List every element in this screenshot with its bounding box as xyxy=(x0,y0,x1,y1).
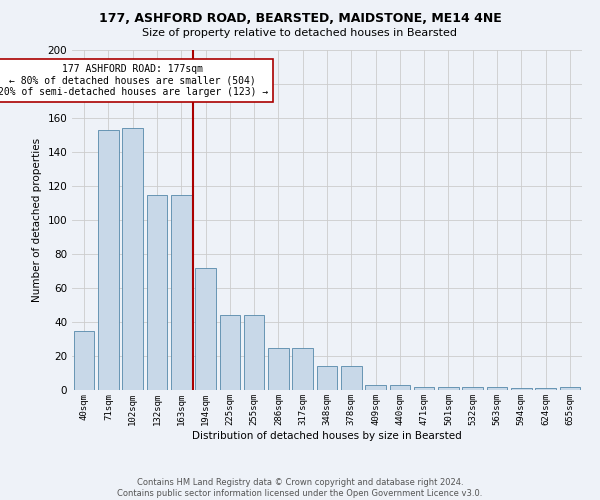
Bar xyxy=(535,388,556,390)
Bar xyxy=(389,385,410,390)
Bar xyxy=(74,330,94,390)
Bar xyxy=(146,194,167,390)
Text: Contains HM Land Registry data © Crown copyright and database right 2024.
Contai: Contains HM Land Registry data © Crown c… xyxy=(118,478,482,498)
Bar xyxy=(244,315,265,390)
Bar xyxy=(560,386,580,390)
Bar xyxy=(438,386,459,390)
Bar xyxy=(268,348,289,390)
Bar xyxy=(414,386,434,390)
Bar xyxy=(292,348,313,390)
Y-axis label: Number of detached properties: Number of detached properties xyxy=(32,138,42,302)
Bar xyxy=(122,128,143,390)
Text: 177 ASHFORD ROAD: 177sqm
← 80% of detached houses are smaller (504)
20% of semi-: 177 ASHFORD ROAD: 177sqm ← 80% of detach… xyxy=(0,64,268,97)
Text: 177, ASHFORD ROAD, BEARSTED, MAIDSTONE, ME14 4NE: 177, ASHFORD ROAD, BEARSTED, MAIDSTONE, … xyxy=(98,12,502,26)
Bar xyxy=(317,366,337,390)
X-axis label: Distribution of detached houses by size in Bearsted: Distribution of detached houses by size … xyxy=(192,430,462,440)
Bar xyxy=(220,315,240,390)
Bar xyxy=(98,130,119,390)
Bar xyxy=(341,366,362,390)
Bar xyxy=(463,386,483,390)
Bar xyxy=(487,386,508,390)
Bar xyxy=(365,385,386,390)
Text: Size of property relative to detached houses in Bearsted: Size of property relative to detached ho… xyxy=(143,28,458,38)
Bar xyxy=(195,268,216,390)
Bar xyxy=(511,388,532,390)
Bar xyxy=(171,194,191,390)
